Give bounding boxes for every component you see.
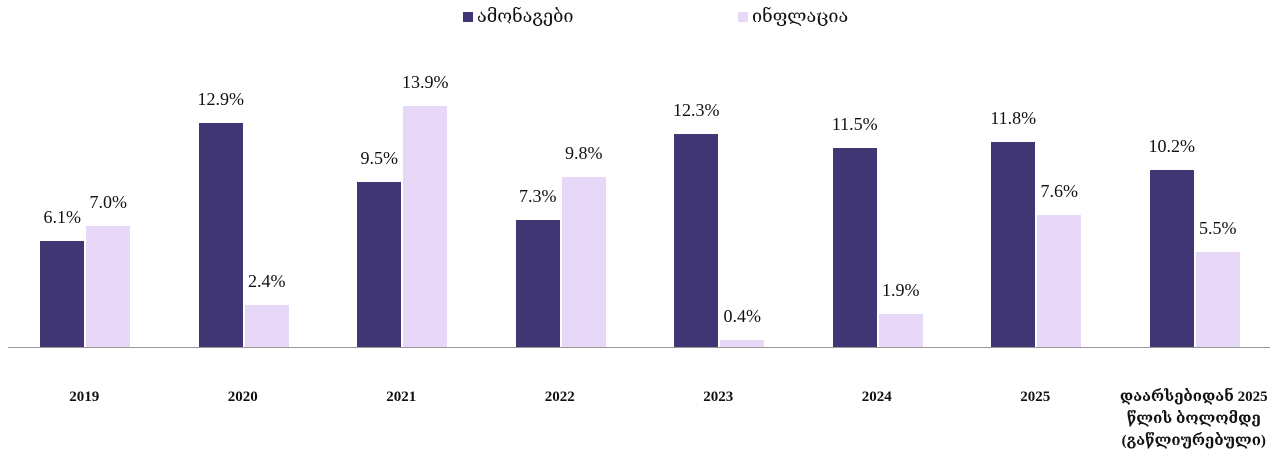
bar [991, 142, 1036, 347]
x-tick-label: 2023 [703, 389, 734, 405]
legend-item: ინფლაცია [738, 6, 848, 27]
bar [198, 123, 243, 347]
data-label: 0.4% [723, 306, 762, 327]
bar [878, 314, 923, 347]
data-label: 11.8% [990, 108, 1037, 129]
legend-swatch [738, 11, 748, 22]
data-label: 9.8% [565, 143, 603, 164]
baseline [8, 347, 1270, 348]
bar [561, 177, 606, 347]
bar [1149, 170, 1194, 347]
data-label: 2.4% [248, 271, 286, 292]
bar [244, 305, 289, 347]
data-label: 12.3% [673, 99, 720, 120]
bar [515, 220, 560, 347]
data-label: 6.1% [43, 207, 82, 228]
x-tick-label: 2024 [861, 389, 892, 405]
x-tick-label: 2022 [544, 389, 575, 405]
x-tick-label: 2020 [227, 389, 258, 405]
bar [674, 133, 719, 347]
legend-label: ამონაგები [477, 6, 574, 26]
bar [86, 225, 131, 347]
data-label: 10.2% [1148, 136, 1196, 157]
bar [1195, 251, 1240, 347]
data-label: 9.5% [360, 148, 399, 169]
legend-item: ამონაგები [463, 6, 573, 27]
bar [720, 340, 765, 347]
data-label: 13.9% [402, 72, 449, 92]
x-tick-label: 2025 [1020, 389, 1051, 405]
legend-label: ინფლაცია [752, 6, 849, 26]
bar [40, 241, 85, 347]
x-tick-label: 2021 [386, 389, 417, 405]
bar [403, 106, 448, 347]
data-label: 12.9% [197, 89, 245, 110]
data-label: 7.6% [1040, 181, 1079, 202]
bar [1037, 215, 1082, 347]
data-label: 7.0% [89, 191, 128, 212]
bar [832, 147, 877, 347]
x-tick-label: დაარსებიდან 2025 წლის ბოლომდე (გაწლიურებ… [1119, 389, 1268, 449]
data-label: 7.3% [519, 186, 557, 207]
data-label: 1.9% [882, 280, 920, 301]
bar [357, 182, 402, 347]
data-label: 11.5% [831, 113, 878, 134]
legend-swatch [463, 11, 473, 22]
data-label: 5.5% [1199, 217, 1237, 238]
x-tick-label: 2019 [69, 389, 100, 405]
